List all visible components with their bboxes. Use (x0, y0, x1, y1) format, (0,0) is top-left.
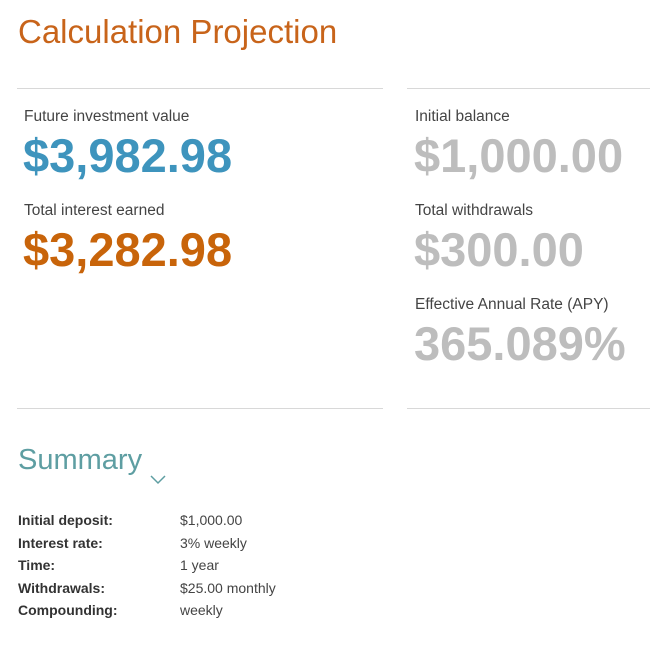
total-withdrawals-label: Total withdrawals (415, 202, 534, 219)
summary-row: Initial deposit: $1,000.00 (18, 509, 276, 532)
summary-key: Initial deposit: (18, 512, 113, 528)
apy-label: Effective Annual Rate (APY) (415, 296, 609, 313)
summary-row: Withdrawals: $25.00 monthly (18, 577, 276, 600)
divider (17, 88, 383, 89)
summary-row: Interest rate: 3% weekly (18, 532, 276, 555)
summary-row: Compounding: weekly (18, 599, 276, 622)
summary-key: Compounding: (18, 602, 118, 618)
summary-value: weekly (180, 602, 223, 618)
divider (407, 408, 650, 409)
total-interest-amount: $3,282.98 (23, 223, 233, 276)
summary-value: $1,000.00 (180, 512, 243, 528)
chevron-down-icon (150, 458, 166, 485)
total-interest-label: Total interest earned (24, 202, 165, 219)
initial-balance-label: Initial balance (415, 108, 510, 125)
summary-key: Time: (18, 557, 56, 573)
future-value-amount: $3,982.98 (23, 129, 233, 182)
summary-key: Interest rate: (18, 534, 103, 551)
divider (407, 88, 650, 89)
summary-table: Initial deposit: $1,000.00 Interest rate… (18, 509, 276, 622)
summary-value: $25.00 monthly (180, 579, 276, 596)
initial-balance-amount: $1,000.00 (414, 129, 624, 182)
apy-amount: 365.089% (414, 317, 626, 370)
future-value-label: Future investment value (24, 108, 190, 125)
summary-heading: Summary (18, 444, 143, 476)
summary-key: Withdrawals: (18, 579, 105, 596)
summary-row: Time: 1 year (18, 554, 276, 577)
summary-toggle[interactable]: Summary (18, 442, 166, 485)
page-title: Calculation Projection (18, 13, 338, 50)
divider (17, 408, 383, 409)
summary-value: 1 year (180, 557, 219, 573)
total-withdrawals-amount: $300.00 (414, 223, 584, 276)
summary-value: 3% weekly (180, 534, 247, 551)
